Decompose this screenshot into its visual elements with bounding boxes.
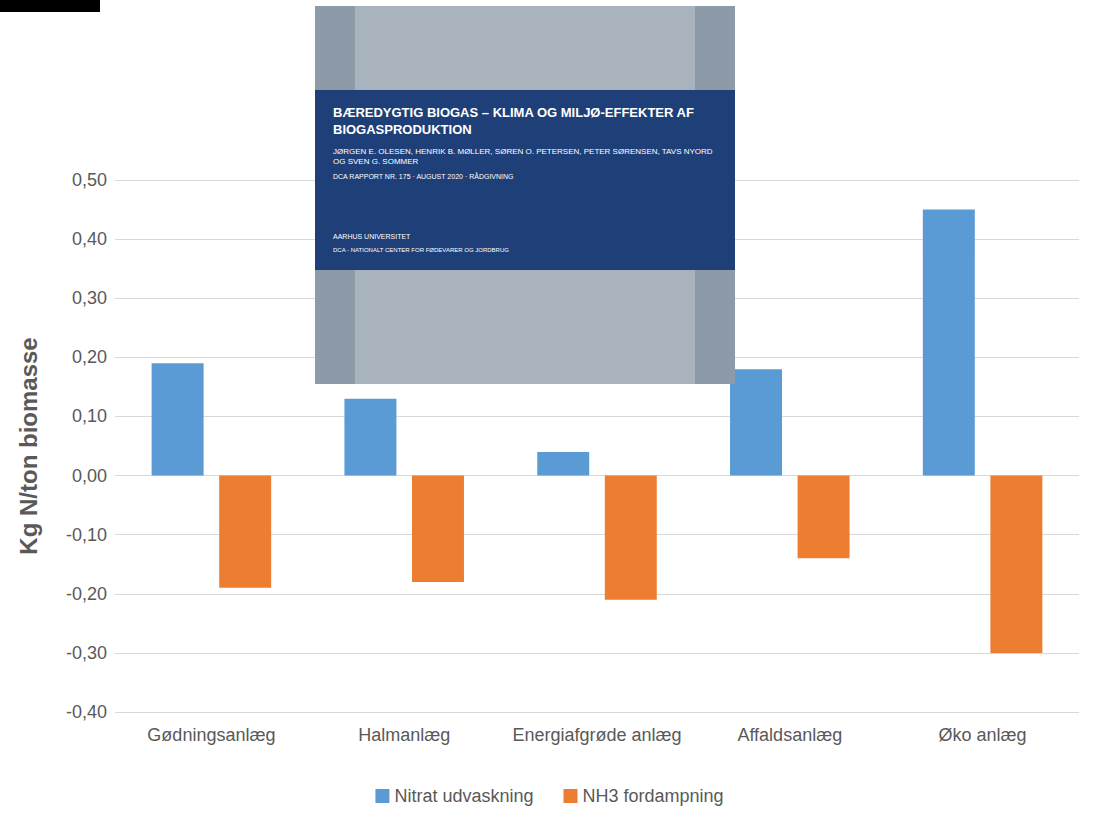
svg-text:0,10: 0,10: [72, 406, 107, 426]
svg-text:OG SVEN G. SOMMER: OG SVEN G. SOMMER: [333, 157, 419, 166]
svg-text:Nitrat udvaskning: Nitrat udvaskning: [394, 786, 533, 806]
svg-text:Øko anlæg: Øko anlæg: [939, 725, 1027, 745]
svg-text:-0,20: -0,20: [66, 584, 107, 604]
svg-text:DCA - NATIONALT CENTER FOR FØD: DCA - NATIONALT CENTER FOR FØDEVARER OG …: [333, 247, 509, 253]
svg-text:BIOGASPRODUKTION: BIOGASPRODUKTION: [333, 122, 472, 137]
svg-text:DCA RAPPORT NR. 175 · AUGUST 2: DCA RAPPORT NR. 175 · AUGUST 2020 · RÅDG…: [333, 172, 514, 180]
svg-text:-0,10: -0,10: [66, 525, 107, 545]
svg-text:0,50: 0,50: [72, 170, 107, 190]
svg-text:JØRGEN E. OLESEN, HENRIK B. MØ: JØRGEN E. OLESEN, HENRIK B. MØLLER, SØRE…: [333, 147, 715, 156]
svg-text:Kg N/ton biomasse: Kg N/ton biomasse: [15, 337, 42, 554]
svg-text:Gødningsanlæg: Gødningsanlæg: [147, 725, 275, 745]
svg-text:NH3 fordampning: NH3 fordampning: [582, 786, 723, 806]
svg-text:AARHUS UNIVERSITET: AARHUS UNIVERSITET: [333, 233, 411, 240]
svg-text:Halmanlæg: Halmanlæg: [358, 725, 450, 745]
svg-text:-0,40: -0,40: [66, 702, 107, 722]
svg-text:0,00: 0,00: [72, 466, 107, 486]
svg-text:0,40: 0,40: [72, 229, 107, 249]
svg-text:0,20: 0,20: [72, 347, 107, 367]
svg-text:Energiafgrøde anlæg: Energiafgrøde anlæg: [512, 725, 681, 745]
svg-text:Affaldsanlæg: Affaldsanlæg: [737, 725, 842, 745]
svg-text:-0,30: -0,30: [66, 643, 107, 663]
svg-text:BÆREDYGTIG BIOGAS – KLIMA OG M: BÆREDYGTIG BIOGAS – KLIMA OG MILJØ-EFFEK…: [333, 105, 698, 120]
svg-text:0,30: 0,30: [72, 288, 107, 308]
